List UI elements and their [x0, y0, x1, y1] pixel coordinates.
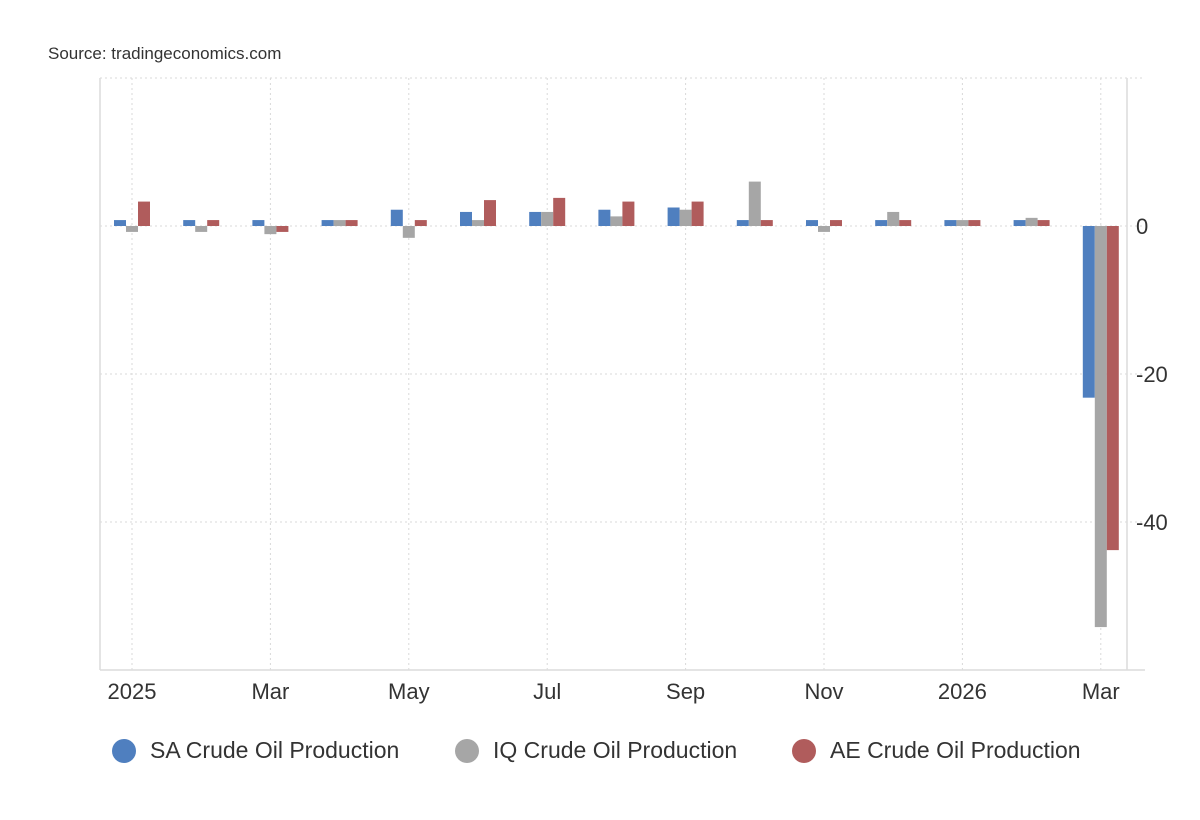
chart-source: Source: tradingeconomics.com	[48, 44, 282, 63]
x-tick-label: 2025	[108, 679, 157, 704]
bar-iq-9	[748, 181, 761, 226]
bar-iq-5	[472, 220, 484, 226]
bar-sa-0	[114, 220, 126, 226]
bar-sa-3	[321, 220, 334, 226]
bar-iq-14	[1094, 226, 1107, 628]
bar-iq-0	[126, 226, 138, 232]
bar-ae-9	[760, 220, 773, 226]
x-tick-label: Mar	[1082, 679, 1120, 704]
legend-label: SA Crude Oil Production	[150, 737, 400, 763]
bar-iq-8	[679, 209, 692, 226]
bar-sa-14	[1082, 226, 1095, 398]
bar-sa-8	[667, 207, 680, 226]
legend-dot-icon	[792, 738, 816, 763]
bar-sa-12	[944, 220, 957, 226]
bar-sa-13	[1013, 220, 1026, 226]
legend-item-sa[interactable]: SA Crude Oil Production	[112, 737, 399, 764]
bar-iq-1	[195, 226, 208, 232]
y-tick-label: -20	[1136, 362, 1168, 387]
bar-ae-3	[345, 220, 358, 226]
bar-sa-2	[252, 220, 265, 226]
bar-ae-7	[622, 201, 635, 226]
bar-ae-2	[276, 226, 289, 232]
bar-ae-6	[553, 197, 566, 226]
bar-sa-1	[183, 220, 196, 226]
bar-iq-2	[264, 226, 277, 235]
bar-ae-4	[414, 220, 427, 226]
bar-iq-6	[541, 211, 554, 226]
bar-iq-10	[818, 226, 830, 232]
legend-item-iq[interactable]: IQ Crude Oil Production	[455, 737, 737, 764]
bar-sa-6	[529, 211, 542, 226]
bar-ae-1	[207, 220, 220, 226]
labels-layer: 0 -20 -40 2025 Mar May Jul Sep Nov 2026 Mar	[108, 214, 1168, 704]
bar-sa-9	[736, 220, 749, 226]
bar-ae-13	[1037, 220, 1050, 226]
bars-layer	[114, 181, 1119, 628]
x-tick-label: Nov	[804, 679, 843, 704]
bar-ae-14	[1106, 226, 1119, 551]
bar-ae-0	[138, 201, 150, 226]
bar-ae-10	[830, 220, 842, 226]
bar-ae-8	[691, 201, 704, 226]
bar-iq-7	[610, 216, 623, 226]
bar-ae-11	[899, 220, 912, 226]
bar-sa-4	[390, 209, 403, 226]
bar-iq-3	[333, 220, 346, 226]
axes-layer	[99, 78, 1145, 671]
x-tick-label: May	[388, 679, 430, 704]
bar-iq-13	[1025, 217, 1038, 226]
y-tick-label: 0	[1136, 214, 1148, 239]
legend-item-ae[interactable]: AE Crude Oil Production	[792, 737, 1081, 764]
legend-label: IQ Crude Oil Production	[493, 737, 738, 763]
bar-sa-11	[875, 220, 888, 226]
grid-layer	[100, 77, 1145, 670]
bar-sa-10	[806, 220, 818, 226]
chart-legend: SA Crude Oil Production IQ Crude Oil Prod…	[0, 737, 1200, 777]
x-tick-label: Jul	[533, 679, 561, 704]
bar-iq-4	[402, 226, 415, 238]
x-tick-label: 2026	[938, 679, 987, 704]
legend-dot-icon	[455, 738, 479, 763]
legend-label: AE Crude Oil Production	[830, 737, 1081, 763]
bar-ae-5	[484, 200, 496, 226]
x-tick-label: Sep	[666, 679, 705, 704]
legend-dot-icon	[112, 738, 136, 763]
x-tick-label: Mar	[251, 679, 289, 704]
bar-iq-11	[887, 211, 900, 226]
bar-sa-7	[598, 209, 611, 226]
bar-sa-5	[460, 211, 472, 226]
bar-ae-12	[968, 220, 981, 226]
bar-iq-12	[956, 220, 969, 226]
y-tick-label: -40	[1136, 510, 1168, 535]
